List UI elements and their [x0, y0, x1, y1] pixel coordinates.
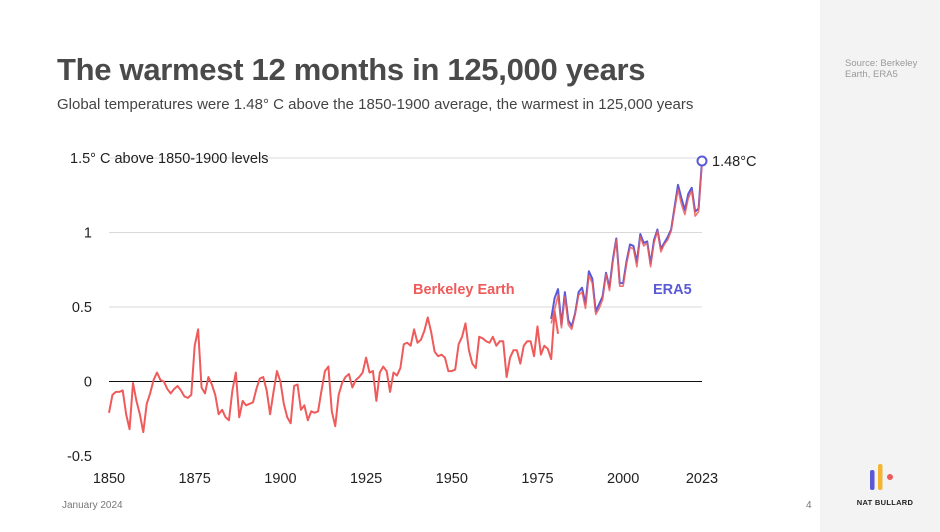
slide: [0, 0, 820, 532]
endpoint-label: 1.48°C: [712, 154, 757, 170]
x-tick-label: 1925: [350, 471, 382, 487]
series-line-berkeley-earth-recent: [550, 163, 703, 331]
source-note: Source: Berkeley Earth, ERA5: [845, 58, 918, 80]
brand-logo-icon: [870, 464, 893, 490]
grid-layer: [109, 157, 702, 382]
series-label-berkeley-earth: Berkeley Earth: [413, 282, 515, 298]
x-tick-label: 1875: [179, 471, 211, 487]
page-title: The warmest 12 months in 125,000 years: [57, 52, 646, 87]
series-lines: [108, 160, 703, 434]
y-tick-label: 1: [84, 226, 92, 242]
x-tick-labels: 1850 1875 1900 1925 1950 1975 2000 2023: [93, 471, 718, 487]
x-tick-label: 1975: [521, 471, 553, 487]
logo-bar: [870, 470, 875, 490]
logo-dot: [887, 474, 893, 480]
y-tick-labels: -0.5 0 0.5 1 1.5° C above 1850-1900 levels: [67, 151, 268, 465]
y-tick-label: 1.5° C above 1850-1900 levels: [70, 151, 268, 167]
series-line-berkeley-earth: [108, 310, 560, 434]
y-tick-label: 0: [84, 375, 92, 391]
x-tick-label: 1950: [436, 471, 468, 487]
x-tick-label: 2023: [686, 471, 718, 487]
series-line-era5: [550, 160, 703, 328]
x-tick-label: 1850: [93, 471, 125, 487]
annotations: 1.48°C Berkeley Earth ERA5: [413, 154, 757, 298]
logo-bar: [878, 464, 883, 490]
page-subtitle: Global temperatures were 1.48° C above t…: [57, 96, 694, 113]
sidebar-panel: [820, 0, 940, 532]
x-tick-label: 2000: [607, 471, 639, 487]
brand-name: NAT BULLARD: [856, 498, 914, 507]
y-tick-label: 0.5: [72, 300, 92, 316]
y-tick-label: -0.5: [67, 449, 92, 465]
x-tick-label: 1900: [264, 471, 296, 487]
series-label-era5: ERA5: [653, 282, 692, 298]
footer-date: January 2024: [62, 500, 123, 511]
page-number: 4: [806, 500, 812, 511]
endpoint-marker: [696, 155, 708, 167]
